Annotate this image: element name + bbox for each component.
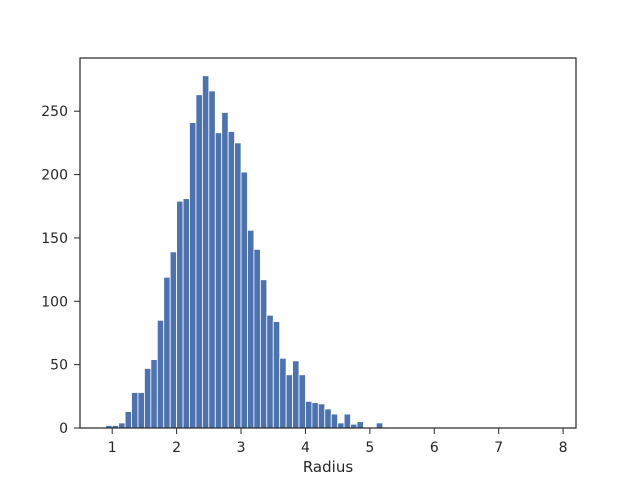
histogram-bar [324, 408, 332, 429]
histogram-bar [118, 422, 126, 429]
histogram-bar [137, 392, 145, 429]
histogram-bar [195, 94, 203, 429]
histogram-bar [189, 122, 197, 429]
histogram-bar [292, 360, 300, 429]
histogram-bar [201, 75, 210, 429]
y-tick-label: 100 [41, 294, 68, 310]
y-tick-label: 200 [41, 168, 68, 184]
y-tick-label: 150 [41, 231, 68, 247]
histogram-bar [298, 374, 306, 429]
histogram-bar [131, 392, 139, 429]
histogram-bar [375, 422, 384, 429]
histogram-bar [259, 279, 268, 429]
histogram-bar [227, 131, 235, 429]
histogram-bar [266, 314, 274, 429]
x-tick-label: 4 [301, 440, 310, 456]
x-axis-label: Radius [303, 458, 353, 476]
y-axis-ticks: 0 50 100 150 200 250 [41, 104, 80, 437]
histogram-bar [208, 90, 216, 429]
histogram-bar [214, 132, 223, 429]
histogram-bar [305, 400, 313, 429]
x-axis-ticks: 1 2 3 4 5 6 7 8 [108, 428, 568, 456]
plot-frame [79, 57, 577, 429]
histogram-bar [144, 368, 152, 429]
y-tick-label: 0 [59, 421, 68, 437]
histogram-bar [356, 421, 364, 429]
x-tick-label: 3 [237, 440, 246, 456]
histogram-bar [311, 402, 319, 429]
histogram-bar [253, 248, 261, 429]
x-tick-label: 7 [494, 440, 503, 456]
histogram-bar [169, 251, 178, 429]
histogram-bar [234, 142, 242, 429]
histogram-bar [285, 374, 293, 429]
histogram-bar [272, 321, 281, 429]
histogram-bar [240, 171, 248, 429]
histogram-bar [150, 359, 158, 429]
histogram-bar [247, 229, 255, 429]
x-tick-label: 5 [365, 440, 374, 456]
histogram-bar [176, 200, 184, 429]
x-tick-label: 6 [430, 440, 439, 456]
histogram-bar [317, 403, 326, 429]
histogram-bar [337, 422, 345, 429]
histogram-bar [343, 413, 351, 429]
y-tick-label: 250 [41, 104, 68, 120]
histogram-bar [221, 112, 229, 429]
histogram-bar [279, 357, 287, 429]
histogram-bar [182, 198, 190, 429]
x-tick-label: 8 [559, 440, 568, 456]
histogram-bar [124, 411, 132, 429]
x-tick-label: 1 [108, 440, 117, 456]
histogram-bar [156, 319, 165, 429]
histogram-bar [330, 413, 339, 429]
histogram-bar [163, 276, 171, 429]
y-tick-label: 50 [50, 358, 68, 374]
x-tick-label: 2 [172, 440, 181, 456]
